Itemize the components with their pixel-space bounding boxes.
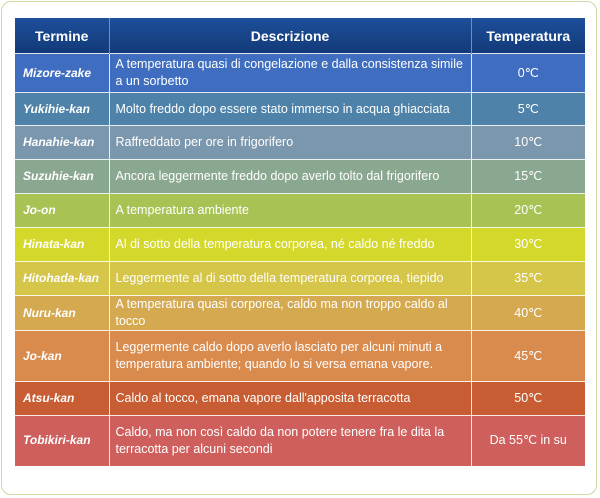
header-temperature: Temperatura (471, 18, 585, 54)
term-cell: Mizore-zake (15, 53, 110, 93)
temperature-cell: Da 55℃ in su (471, 415, 585, 466)
term-cell: Suzuhie-kan (15, 159, 110, 194)
header-term: Termine (15, 18, 110, 54)
temperature-cell: 30℃ (471, 227, 585, 262)
table-row: Suzuhie-kan Ancora leggermente freddo do… (15, 159, 585, 194)
temperature-cell: 0℃ (471, 53, 585, 93)
description-cell: Caldo al tocco, emana vapore dall'apposi… (109, 381, 472, 416)
table-row: Hinata-kan Al di sotto della temperatura… (15, 227, 585, 262)
temperature-cell: 40℃ (471, 295, 585, 331)
header-description: Descrizione (109, 18, 472, 54)
description-cell: A temperatura quasi di congelazione e da… (109, 53, 472, 93)
table-row: Hitohada-kan Leggermente al di sotto del… (15, 261, 585, 296)
description-cell: Ancora leggermente freddo dopo averlo to… (109, 159, 472, 194)
temperature-cell: 45℃ (471, 330, 585, 382)
table-row: Tobikiri-kan Caldo, ma non così caldo da… (15, 415, 585, 466)
term-cell: Hinata-kan (15, 227, 110, 262)
term-cell: Yukihie-kan (15, 92, 110, 126)
table-row: Mizore-zake A temperatura quasi di conge… (15, 53, 585, 93)
term-cell: Nuru-kan (15, 295, 110, 331)
description-cell: Molto freddo dopo essere stato immerso i… (109, 92, 472, 126)
term-cell: Jo-kan (15, 330, 110, 382)
table-row: Jo-on A temperatura ambiente 20℃ (15, 193, 585, 228)
description-cell: Leggermente caldo dopo averlo lasciato p… (109, 330, 472, 382)
description-cell: A temperatura ambiente (109, 193, 472, 228)
description-cell: A temperatura quasi corporea, caldo ma n… (109, 295, 472, 331)
sake-temperature-table: Termine Descrizione Temperatura Mizore-z… (15, 18, 585, 466)
temperature-cell: 10℃ (471, 125, 585, 160)
term-cell: Hanahie-kan (15, 125, 110, 160)
description-cell: Raffreddato per ore in frigorifero (109, 125, 472, 160)
temperature-cell: 50℃ (471, 381, 585, 416)
description-cell: Al di sotto della temperatura corporea, … (109, 227, 472, 262)
table-header-row: Termine Descrizione Temperatura (15, 18, 585, 54)
table-row: Yukihie-kan Molto freddo dopo essere sta… (15, 92, 585, 126)
temperature-cell: 15℃ (471, 159, 585, 194)
temperature-cell: 35℃ (471, 261, 585, 296)
table-row: Hanahie-kan Raffreddato per ore in frigo… (15, 125, 585, 160)
term-cell: Hitohada-kan (15, 261, 110, 296)
term-cell: Tobikiri-kan (15, 415, 110, 466)
description-cell: Leggermente al di sotto della temperatur… (109, 261, 472, 296)
term-cell: Atsu-kan (15, 381, 110, 416)
temperature-cell: 20℃ (471, 193, 585, 228)
table-row: Jo-kan Leggermente caldo dopo averlo las… (15, 330, 585, 382)
temperature-cell: 5℃ (471, 92, 585, 126)
term-cell: Jo-on (15, 193, 110, 228)
table-row: Atsu-kan Caldo al tocco, emana vapore da… (15, 381, 585, 416)
description-cell: Caldo, ma non così caldo da non potere t… (109, 415, 472, 466)
table-row: Nuru-kan A temperatura quasi corporea, c… (15, 295, 585, 331)
